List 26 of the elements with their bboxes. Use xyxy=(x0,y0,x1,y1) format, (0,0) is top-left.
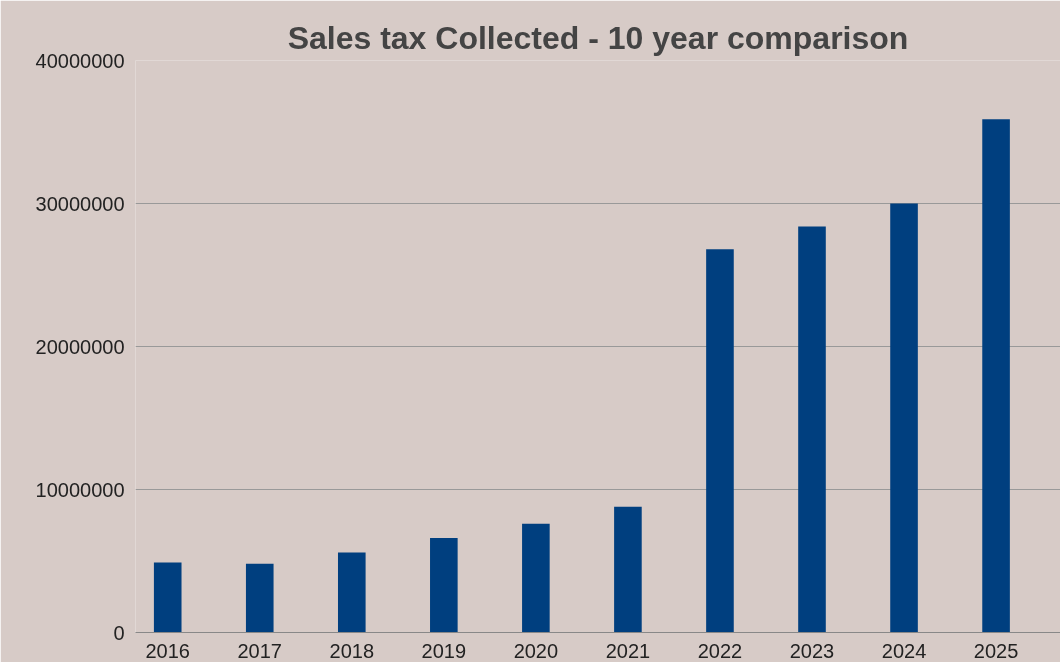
y-tick-label: 30000000 xyxy=(35,192,125,215)
bar xyxy=(337,552,366,633)
y-tick-label: 0 xyxy=(113,621,125,644)
y-tick-label: 40000000 xyxy=(35,49,125,72)
bar xyxy=(890,203,918,633)
y-tick-label: 20000000 xyxy=(35,335,125,358)
bar xyxy=(153,562,182,633)
bar xyxy=(522,523,550,633)
x-tick-label: 2025 xyxy=(973,639,1019,662)
bar xyxy=(982,119,1010,633)
x-tick-label: 2021 xyxy=(605,639,651,662)
x-tick-label: 2023 xyxy=(789,639,835,662)
x-tick-label: 2022 xyxy=(697,639,743,662)
y-tick-label: 10000000 xyxy=(35,478,125,501)
x-tick-label: 2024 xyxy=(881,639,927,662)
bar xyxy=(706,249,734,633)
x-tick-label: 2019 xyxy=(421,639,467,662)
x-tick-label: 2018 xyxy=(329,639,375,662)
bar xyxy=(245,563,274,633)
x-tick-label: 2020 xyxy=(513,639,559,662)
bar xyxy=(430,538,458,633)
bar xyxy=(614,506,642,633)
bar xyxy=(798,226,826,633)
x-tick-label: 2017 xyxy=(237,639,283,662)
chart-title: Sales tax Collected - 10 year comparison xyxy=(287,19,909,56)
x-tick-label: 2016 xyxy=(145,639,190,662)
